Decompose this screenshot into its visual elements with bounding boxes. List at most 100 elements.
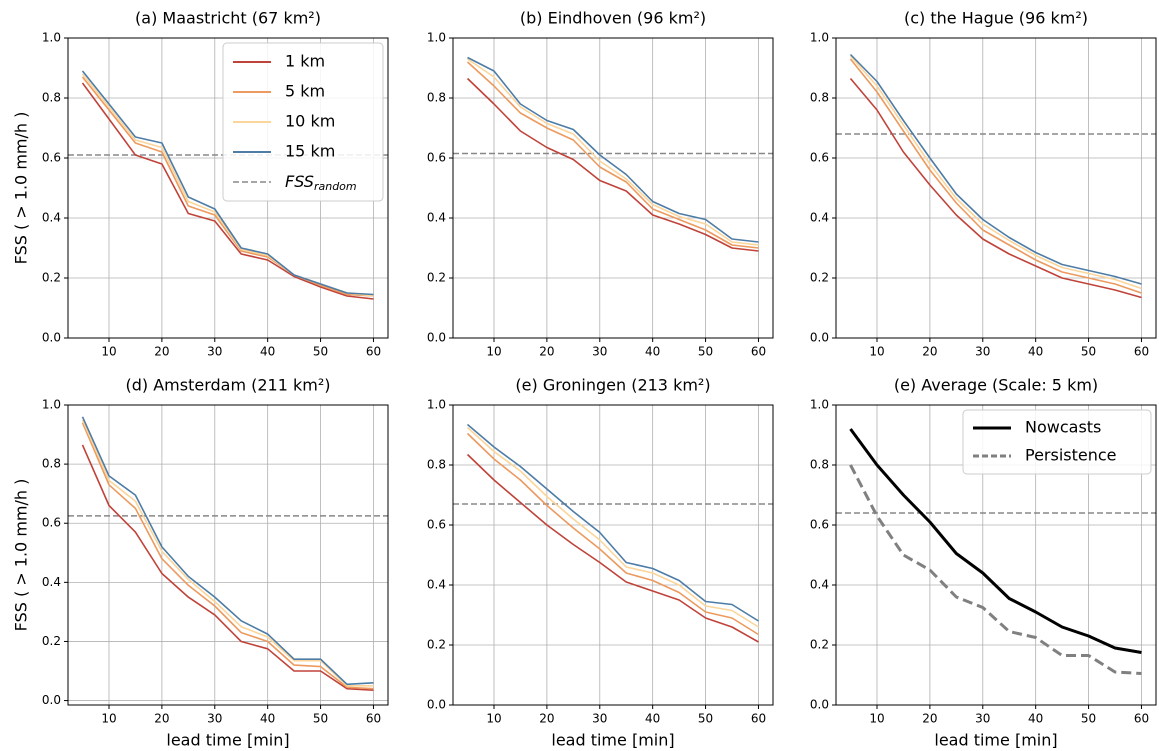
x-tick-label: 60 <box>366 345 381 359</box>
x-tick-label: 40 <box>260 712 275 726</box>
legend-label: 5 km <box>285 82 325 101</box>
x-tick-label: 60 <box>1134 712 1149 726</box>
y-tick-label: 0.8 <box>810 91 829 105</box>
x-axis-label: lead time [min] <box>551 731 674 750</box>
x-tick-label: 30 <box>975 712 990 726</box>
x-tick-label: 50 <box>698 345 713 359</box>
legend-label-main: FSS <box>285 172 314 191</box>
x-tick-label: 10 <box>486 345 501 359</box>
x-tick-label: 10 <box>101 712 116 726</box>
y-tick-label: 0.6 <box>810 518 829 532</box>
x-tick-label: 40 <box>1028 712 1043 726</box>
legend-label-sub: random <box>314 180 357 193</box>
y-tick-label: 0.2 <box>427 271 446 285</box>
y-tick-label: 0.8 <box>42 91 61 105</box>
series-line <box>81 76 374 297</box>
x-tick-label: 50 <box>1081 712 1096 726</box>
panel-title: (b) Eindhoven (96 km²) <box>520 9 706 28</box>
y-tick-label: 0.6 <box>42 516 61 530</box>
x-tick-label: 10 <box>486 712 501 726</box>
y-tick-label: 0.2 <box>810 271 829 285</box>
y-tick-label: 0.2 <box>42 271 61 285</box>
y-tick-label: 0.4 <box>810 211 829 225</box>
y-tick-label: 0.4 <box>427 578 446 592</box>
legend-label: 10 km <box>285 112 335 131</box>
panel-title: (a) Maastricht (67 km²) <box>135 9 321 28</box>
x-tick-label: 20 <box>539 712 554 726</box>
x-tick-label: 50 <box>313 712 328 726</box>
y-tick-label: 0.8 <box>42 457 61 471</box>
x-tick-label: 30 <box>207 712 222 726</box>
y-tick-label: 0.4 <box>427 211 446 225</box>
y-tick-label: 0.0 <box>427 331 446 345</box>
y-tick-label: 0.8 <box>427 91 446 105</box>
plot-frame <box>835 404 1157 706</box>
y-tick-label: 0.2 <box>810 638 829 652</box>
series-line <box>466 453 759 643</box>
y-tick-label: 1.0 <box>427 31 446 45</box>
y-tick-label: 0.0 <box>42 693 61 707</box>
x-tick-label: 60 <box>1134 345 1149 359</box>
y-tick-label: 0.6 <box>810 151 829 165</box>
x-axis-label: lead time [min] <box>934 731 1057 750</box>
y-tick-label: 0.6 <box>427 518 446 532</box>
y-axis-label: FSS ( > 1.0 mm/h ) <box>12 479 31 632</box>
legend-box <box>222 42 384 202</box>
y-tick-label: 0.4 <box>810 578 829 592</box>
series-line <box>849 58 1142 294</box>
legend-label: 1 km <box>285 52 325 71</box>
x-tick-label: 30 <box>592 712 607 726</box>
plot-frame <box>452 37 774 339</box>
y-tick-label: 0.0 <box>810 698 829 712</box>
y-tick-label: 1.0 <box>810 31 829 45</box>
panel-title: (e) Groningen (213 km²) <box>515 376 710 395</box>
series-line <box>81 82 374 300</box>
series-line <box>466 77 759 252</box>
panel: 0.0 0.2 0.4 0.6 0.8 1.0 10 20 30 40 50 60 (c) the Ha… <box>810 9 1157 359</box>
plot-frame <box>67 37 389 339</box>
x-tick-label: 40 <box>645 712 660 726</box>
series-line <box>466 426 759 628</box>
panel: 0.0 0.2 0.4 0.6 0.8 1.0 10 20 30 40 50 60 (a) Maastr… <box>12 9 389 359</box>
series-line <box>849 464 1142 675</box>
x-tick-label: 60 <box>751 712 766 726</box>
panel-title: (c) the Hague (96 km²) <box>904 9 1088 28</box>
series-line <box>81 444 374 691</box>
panel: 0.0 0.2 0.4 0.6 0.8 1.0 10 20 30 40 50 60 (d) Amster… <box>12 376 389 750</box>
y-tick-label: 0.6 <box>427 151 446 165</box>
y-axis-label: FSS ( > 1.0 mm/h ) <box>12 112 31 265</box>
y-tick-label: 1.0 <box>42 398 61 412</box>
x-tick-label: 50 <box>313 345 328 359</box>
plot-frame <box>67 404 389 706</box>
series-line <box>81 416 374 686</box>
plot-frame <box>835 37 1157 339</box>
y-tick-label: 0.6 <box>42 151 61 165</box>
series-line <box>466 423 759 622</box>
plot-frame <box>452 404 774 706</box>
y-tick-label: 0.2 <box>427 638 446 652</box>
series-line <box>467 56 759 243</box>
series-line <box>849 55 1142 290</box>
y-tick-label: 0.2 <box>42 634 61 648</box>
x-tick-label: 60 <box>366 712 381 726</box>
x-tick-label: 60 <box>751 345 766 359</box>
x-axis-label: lead time [min] <box>166 731 289 750</box>
y-tick-label: 0.0 <box>810 331 829 345</box>
x-tick-label: 20 <box>922 345 937 359</box>
series-line <box>467 58 759 246</box>
x-tick-label: 40 <box>260 345 275 359</box>
legend-label: Persistence <box>1025 446 1117 465</box>
series-line <box>466 432 759 636</box>
series-line <box>81 70 374 296</box>
y-tick-label: 0.8 <box>427 458 446 472</box>
x-tick-label: 10 <box>869 345 884 359</box>
series-line <box>81 422 374 690</box>
panel: 0.0 0.2 0.4 0.6 0.8 1.0 10 20 30 40 50 60 (e) Gronin… <box>427 376 774 750</box>
x-tick-label: 30 <box>975 345 990 359</box>
y-tick-label: 0.0 <box>427 698 446 712</box>
series-line <box>849 428 1142 654</box>
x-tick-label: 20 <box>154 712 169 726</box>
x-tick-label: 30 <box>592 345 607 359</box>
panel-title: (d) Amsterdam (211 km²) <box>125 376 330 395</box>
